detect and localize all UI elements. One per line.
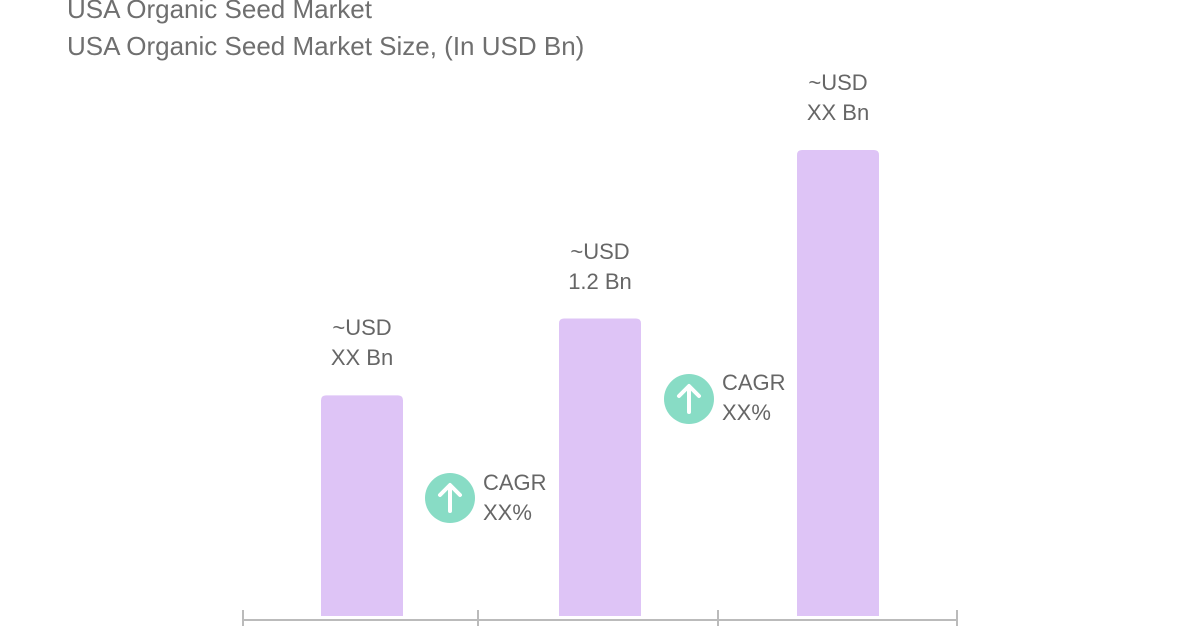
value-label: ~USD 1.2 Bn <box>568 238 632 294</box>
bar <box>559 318 641 616</box>
cagr-annotation: CAGR XX% <box>722 370 786 425</box>
growth-icon <box>425 473 475 523</box>
value-label: ~USD XX Bn <box>330 315 394 371</box>
value-label: ~USD XX Bn <box>806 70 870 125</box>
bar <box>321 395 403 616</box>
bar <box>797 150 879 616</box>
cagr-annotation: CAGR XX% <box>483 470 547 525</box>
growth-icon <box>664 374 714 424</box>
chart-subtitle: USA Organic Seed Market Size, (In USD Bn… <box>67 31 585 61</box>
chart-title: USA Organic Seed Market <box>67 0 372 24</box>
